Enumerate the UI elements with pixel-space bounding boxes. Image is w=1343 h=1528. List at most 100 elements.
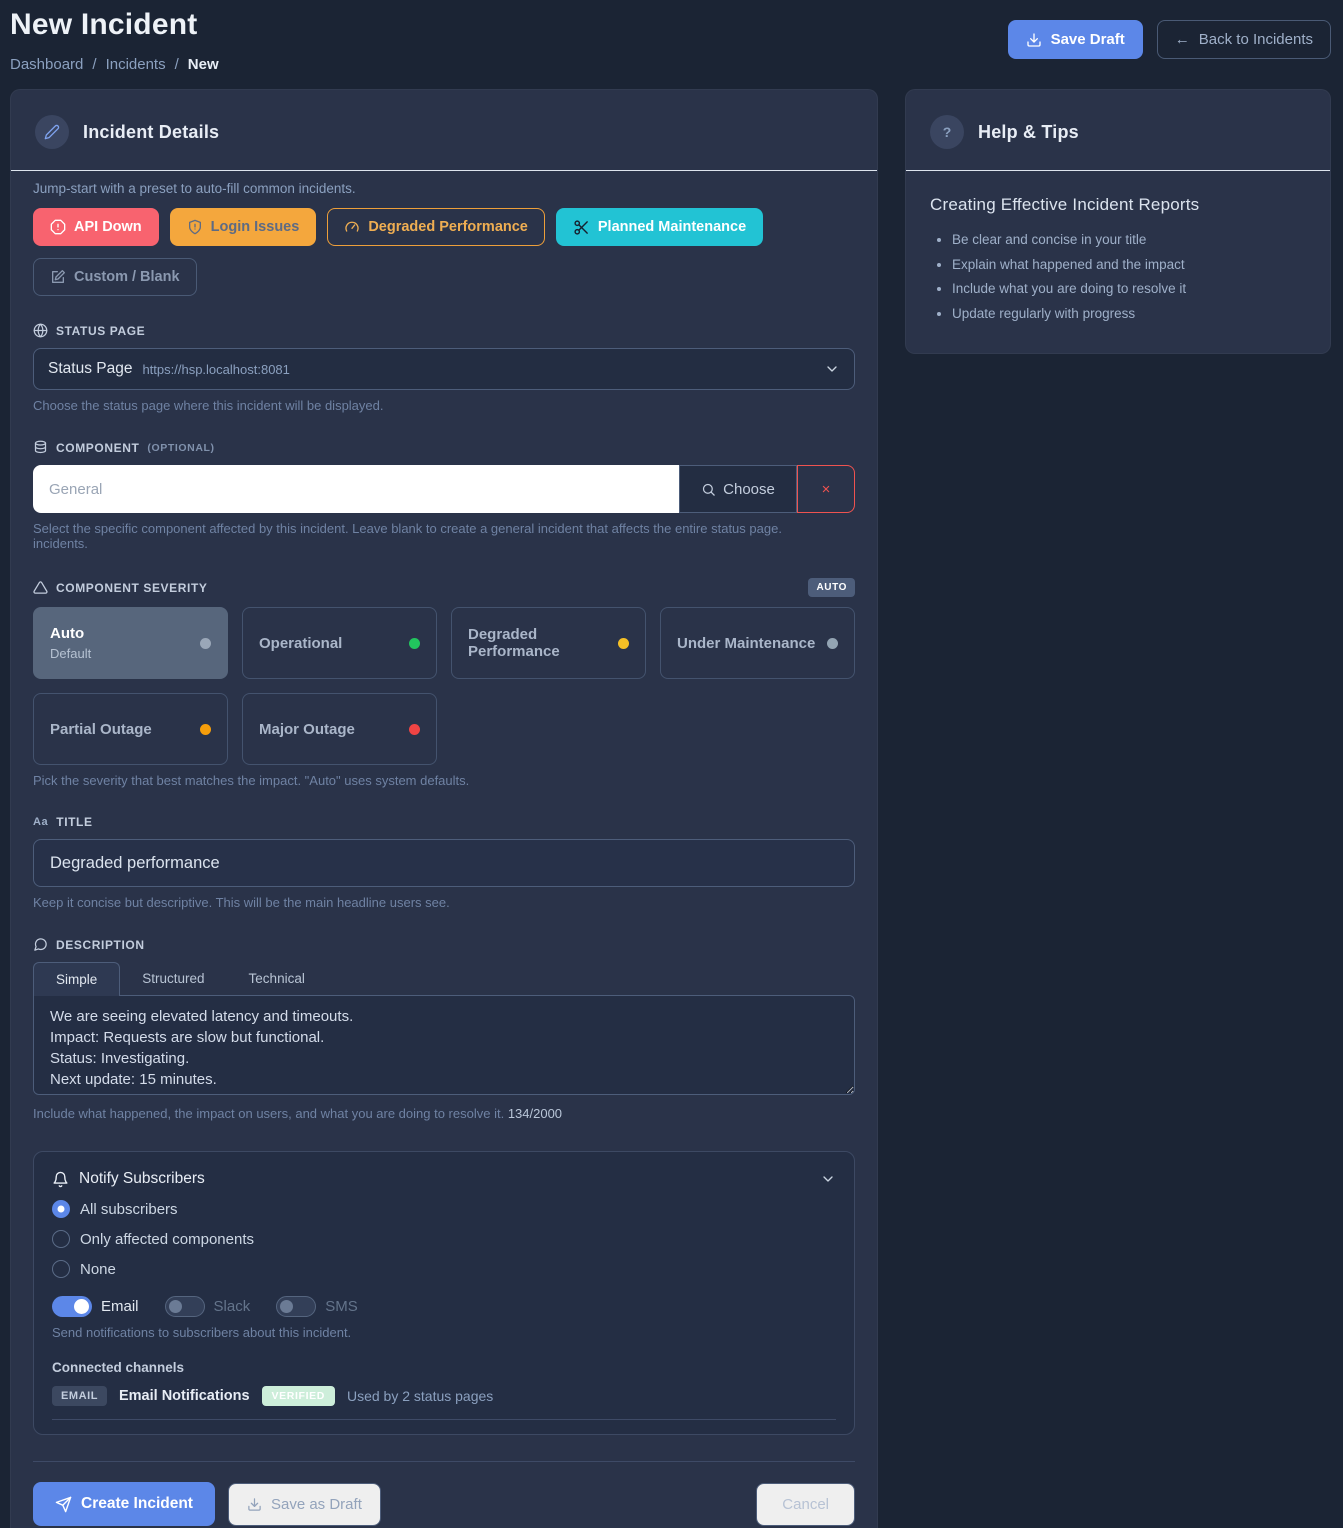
tips-list: Be clear and concise in your title Expla… — [952, 230, 1306, 323]
channel-name: Email Notifications — [118, 1388, 250, 1404]
breadcrumb-dashboard[interactable]: Dashboard — [10, 56, 84, 73]
severity-dot — [409, 637, 420, 649]
connected-channels-title: Connected channels — [52, 1360, 185, 1375]
severity-option-major-outage[interactable]: Major Outage — [242, 693, 437, 765]
save-draft-label: Save Draft — [1050, 31, 1125, 48]
radio-button[interactable] — [52, 1200, 70, 1218]
component-help: Select the specific component affected b… — [33, 521, 782, 551]
toggle-label: Slack — [213, 1298, 251, 1315]
bell-icon — [52, 1171, 69, 1188]
breadcrumb-separator: / — [92, 56, 97, 73]
back-to-incidents-button[interactable]: ← Back to Incidents — [1156, 20, 1331, 59]
alert-octagon-icon — [50, 219, 66, 235]
component-choose-button[interactable]: Choose — [679, 465, 797, 513]
slack-toggle[interactable]: Slack — [164, 1296, 251, 1317]
severity-sub: Default — [50, 646, 92, 661]
preset-login-issues-button[interactable]: Login Issues — [169, 208, 317, 246]
save-as-draft-button[interactable]: Save as Draft — [227, 1482, 381, 1526]
email-toggle[interactable]: Email — [52, 1296, 139, 1317]
component-label: COMPONENT — [56, 440, 140, 455]
preset-degraded-performance-button[interactable]: Degraded Performance — [327, 208, 545, 246]
radio-label: Only affected components — [80, 1230, 254, 1248]
channel-type-badge: EMAIL — [52, 1386, 107, 1406]
component-clear-button[interactable]: × — [797, 465, 855, 513]
notify-help: Send notifications to subscribers about … — [52, 1325, 352, 1340]
sms-toggle[interactable]: SMS — [276, 1296, 358, 1317]
status-page-value: Status Page — [48, 360, 133, 377]
severity-name: Major Outage — [259, 720, 355, 738]
pencil-icon — [35, 115, 69, 149]
tips-heading: Creating Effective Incident Reports — [930, 195, 1200, 214]
notify-subscribers-header[interactable]: Notify Subscribers — [52, 1170, 836, 1188]
title-input[interactable] — [33, 839, 855, 887]
create-label: Create Incident — [81, 1495, 193, 1512]
toggle-switch[interactable] — [164, 1296, 205, 1317]
paper-plane-icon — [55, 1496, 72, 1513]
description-help: Include what happened, the impact on use… — [33, 1106, 855, 1121]
severity-option-partial-outage[interactable]: Partial Outage — [33, 693, 228, 765]
severity-label: COMPONENT SEVERITY — [56, 580, 208, 595]
tab-structured[interactable]: Structured — [142, 971, 205, 986]
title-label: TITLE — [56, 815, 93, 829]
preset-label: Custom / Blank — [74, 269, 180, 285]
status-page-label: STATUS PAGE — [56, 323, 146, 338]
severity-name: Auto — [50, 625, 85, 642]
description-textarea[interactable]: We are seeing elevated latency and timeo… — [33, 995, 855, 1095]
toggle-switch[interactable] — [52, 1296, 92, 1317]
radio-only-affected-components[interactable]: Only affected components — [52, 1230, 836, 1248]
tab-simple[interactable]: Simple — [33, 962, 121, 996]
severity-option-under-maintenance[interactable]: Under Maintenance — [660, 607, 855, 679]
preset-planned-maintenance-button[interactable]: Planned Maintenance — [555, 208, 764, 246]
cancel-button[interactable]: Cancel — [756, 1482, 855, 1526]
status-page-select[interactable]: Status Page https://hsp.localhost:8081 — [33, 348, 855, 390]
severity-option-auto[interactable]: Auto Default — [33, 607, 228, 679]
breadcrumb-new: New — [187, 56, 219, 73]
severity-option-operational[interactable]: Operational — [242, 607, 437, 679]
severity-option-degraded-performance[interactable]: Degraded Performance — [451, 607, 646, 679]
radio-label: All subscribers — [80, 1200, 178, 1218]
severity-name: Degraded Performance — [468, 626, 560, 660]
tools-icon — [573, 219, 590, 236]
radio-button[interactable] — [52, 1230, 70, 1248]
gauge-icon — [344, 219, 360, 235]
tip-item: Include what you are doing to resolve it — [952, 279, 1306, 299]
severity-help: Pick the severity that best matches the … — [33, 773, 470, 788]
save-icon — [247, 1497, 262, 1512]
preset-custom-blank-button[interactable]: Custom / Blank — [33, 258, 197, 296]
preset-label: Planned Maintenance — [597, 219, 747, 235]
radio-all-subscribers[interactable]: All subscribers — [52, 1200, 836, 1218]
help-tips-title: Help & Tips — [978, 121, 1079, 142]
help-tips-card: ? Help & Tips Creating Effective Inciden… — [905, 89, 1331, 355]
preset-api-down-button[interactable]: API Down — [33, 208, 159, 246]
chevron-down-icon — [820, 1171, 836, 1187]
save-draft-button[interactable]: Save Draft — [1007, 20, 1143, 59]
edit-square-icon — [50, 269, 66, 285]
radio-button[interactable] — [52, 1260, 70, 1278]
channel-usage: Used by 2 status pages — [346, 1388, 494, 1404]
preset-label: API Down — [74, 219, 142, 235]
breadcrumb-separator: / — [174, 56, 179, 73]
toggle-switch[interactable] — [276, 1296, 317, 1317]
char-count: 134/2000 — [507, 1106, 563, 1121]
component-input[interactable] — [33, 465, 679, 513]
channel-row: EMAIL Email Notifications VERIFIED Used … — [52, 1386, 836, 1420]
back-arrow-icon: ← — [1174, 31, 1190, 48]
create-incident-button[interactable]: Create Incident — [33, 1482, 215, 1526]
cancel-label: Cancel — [782, 1495, 829, 1513]
close-icon: × — [821, 480, 831, 498]
breadcrumb-incidents[interactable]: Incidents — [105, 56, 166, 73]
notify-subscribers-panel: Notify Subscribers All subscribers Only … — [33, 1151, 855, 1435]
severity-name: Under Maintenance — [677, 634, 816, 652]
severity-options: Auto Default Operational Degraded Perform… — [33, 607, 855, 765]
description-help-text: Include what happened, the impact on use… — [33, 1106, 505, 1121]
status-page-url: https://hsp.localhost:8081 — [142, 361, 290, 377]
save-as-draft-label: Save as Draft — [270, 1495, 362, 1513]
radio-none[interactable]: None — [52, 1260, 836, 1278]
tab-technical[interactable]: Technical — [248, 971, 305, 986]
toggle-label: SMS — [325, 1298, 358, 1315]
status-page-help: Choose the status page where this incide… — [33, 398, 384, 413]
component-optional-label: (OPTIONAL) — [147, 441, 215, 454]
severity-name: Partial Outage — [50, 720, 152, 738]
search-icon — [701, 482, 716, 497]
title-help: Keep it concise but descriptive. This wi… — [33, 895, 450, 910]
